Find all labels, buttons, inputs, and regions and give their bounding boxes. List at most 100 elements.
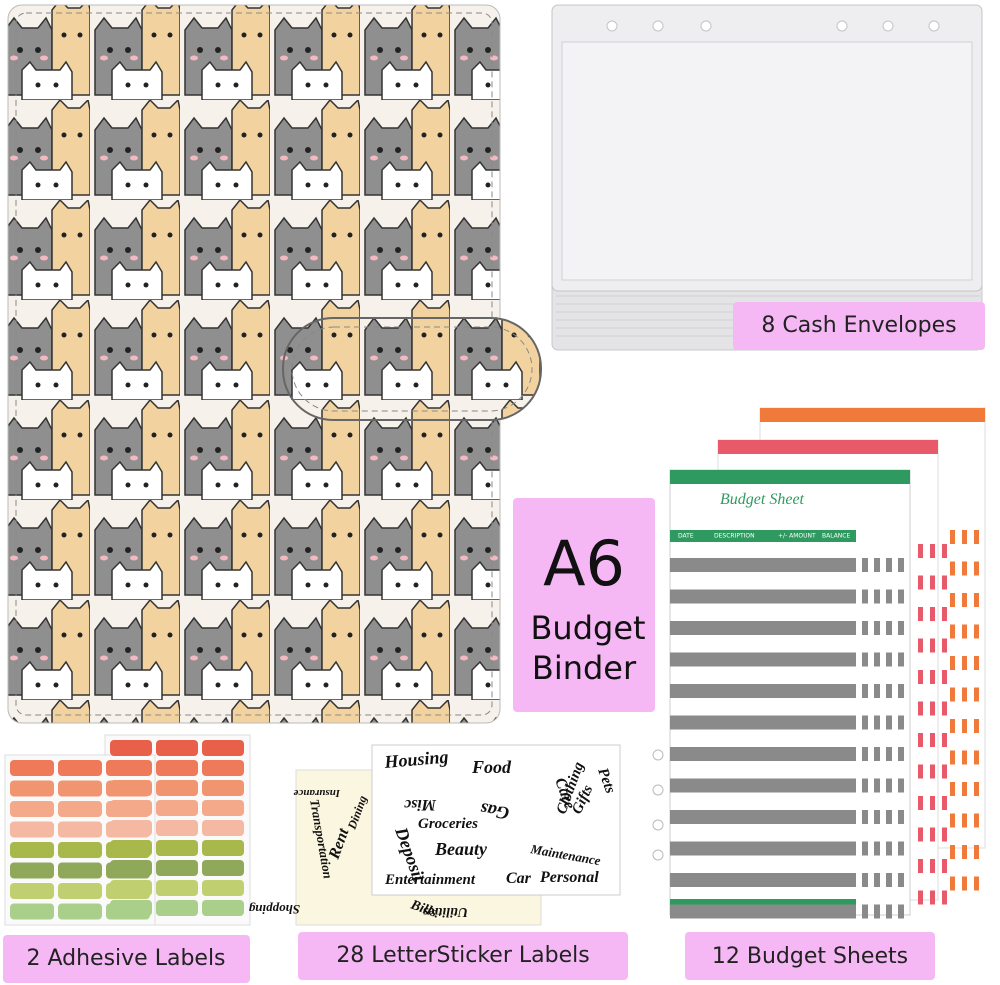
sticker-word: Shopping bbox=[248, 902, 300, 917]
row-cell bbox=[950, 561, 955, 576]
row-cell bbox=[918, 701, 923, 716]
row-cell bbox=[886, 589, 892, 604]
label-chip bbox=[10, 821, 54, 838]
label-chip bbox=[10, 862, 54, 879]
row-bar bbox=[670, 558, 856, 572]
label-chip bbox=[156, 820, 198, 836]
label-chip bbox=[10, 760, 54, 776]
row-bar bbox=[670, 810, 856, 824]
label-chip bbox=[156, 860, 198, 876]
row-cell bbox=[874, 652, 880, 667]
row-bar bbox=[670, 621, 856, 635]
row-cell bbox=[950, 845, 955, 859]
label-chip bbox=[106, 780, 150, 797]
row-cell bbox=[918, 827, 923, 842]
row-cell bbox=[898, 747, 904, 761]
row-bar bbox=[670, 873, 856, 887]
row-cell bbox=[950, 876, 955, 891]
label-chip bbox=[202, 880, 244, 896]
label-chip bbox=[156, 740, 198, 756]
row-cell bbox=[974, 593, 979, 607]
sticker-word: Groceries bbox=[418, 816, 478, 832]
row-cell bbox=[898, 810, 904, 824]
row-cell bbox=[918, 607, 923, 621]
sticker-word: Gas bbox=[479, 799, 511, 824]
label-box bbox=[733, 302, 985, 350]
row-bar bbox=[670, 904, 856, 919]
row-cell bbox=[942, 890, 947, 905]
row-cell bbox=[862, 621, 868, 635]
row-cell bbox=[898, 841, 904, 856]
label-chip bbox=[106, 842, 150, 858]
row-cell bbox=[974, 813, 979, 828]
row-cell bbox=[886, 810, 892, 824]
label-chip bbox=[156, 800, 198, 816]
row-bar bbox=[670, 747, 856, 761]
label-chip bbox=[202, 840, 244, 856]
label-chip bbox=[106, 821, 150, 838]
sheet-columns: DATE DESCRIPTION +/- AMOUNT BALANCE bbox=[678, 533, 850, 540]
row-cell bbox=[974, 750, 979, 765]
row-cell bbox=[930, 827, 935, 842]
row-cell bbox=[930, 701, 935, 716]
row-cell bbox=[918, 733, 923, 747]
column-header: DESCRIPTION bbox=[714, 533, 755, 540]
row-cell bbox=[874, 810, 880, 824]
label-chip bbox=[202, 740, 244, 756]
row-cell bbox=[886, 652, 892, 667]
row-cell bbox=[862, 810, 868, 824]
row-cell bbox=[930, 859, 935, 873]
row-cell bbox=[918, 638, 923, 653]
row-cell bbox=[942, 638, 947, 653]
row-bar bbox=[670, 652, 856, 667]
row-cell bbox=[942, 859, 947, 873]
row-cell bbox=[942, 796, 947, 810]
row-cell bbox=[930, 575, 935, 590]
row-cell bbox=[962, 687, 967, 702]
label-chip bbox=[156, 780, 198, 796]
row-cell bbox=[942, 733, 947, 747]
label-chip bbox=[10, 780, 54, 797]
row-cell bbox=[862, 652, 868, 667]
row-cell bbox=[930, 638, 935, 653]
row-cell bbox=[898, 904, 904, 919]
row-cell bbox=[898, 652, 904, 667]
row-cell bbox=[930, 890, 935, 905]
row-cell bbox=[950, 719, 955, 733]
label-chip bbox=[58, 760, 102, 776]
row-cell bbox=[886, 684, 892, 698]
sticker-word: Insurance bbox=[293, 787, 341, 799]
row-cell bbox=[962, 593, 967, 607]
label-chip bbox=[10, 842, 54, 858]
row-cell bbox=[942, 701, 947, 716]
row-cell bbox=[886, 841, 892, 856]
row-cell bbox=[862, 747, 868, 761]
label-chip bbox=[156, 880, 198, 896]
row-cell bbox=[950, 593, 955, 607]
row-cell bbox=[874, 841, 880, 856]
row-cell bbox=[942, 827, 947, 842]
row-cell bbox=[962, 876, 967, 891]
row-cell bbox=[962, 750, 967, 765]
row-cell bbox=[898, 589, 904, 604]
label-chip bbox=[156, 840, 198, 856]
row-cell bbox=[886, 778, 892, 793]
sticker-sheet bbox=[371, 744, 621, 896]
sheet-title: Budget Sheet bbox=[720, 491, 805, 508]
size-box bbox=[513, 498, 655, 712]
label-chip bbox=[58, 842, 102, 858]
row-bar bbox=[670, 778, 856, 793]
row-cell bbox=[874, 684, 880, 698]
row-cell bbox=[874, 747, 880, 761]
column-header: +/- AMOUNT bbox=[778, 533, 816, 540]
label-box bbox=[685, 932, 935, 980]
row-cell bbox=[950, 750, 955, 765]
cash-envelopes bbox=[551, 4, 983, 351]
sticker-word: Misc bbox=[404, 796, 437, 813]
row-cell bbox=[874, 904, 880, 919]
adhesive-label: 2 Adhesive Labels bbox=[26, 946, 225, 971]
label-chip bbox=[156, 760, 198, 776]
row-cell bbox=[962, 561, 967, 576]
label-chip bbox=[10, 883, 54, 899]
